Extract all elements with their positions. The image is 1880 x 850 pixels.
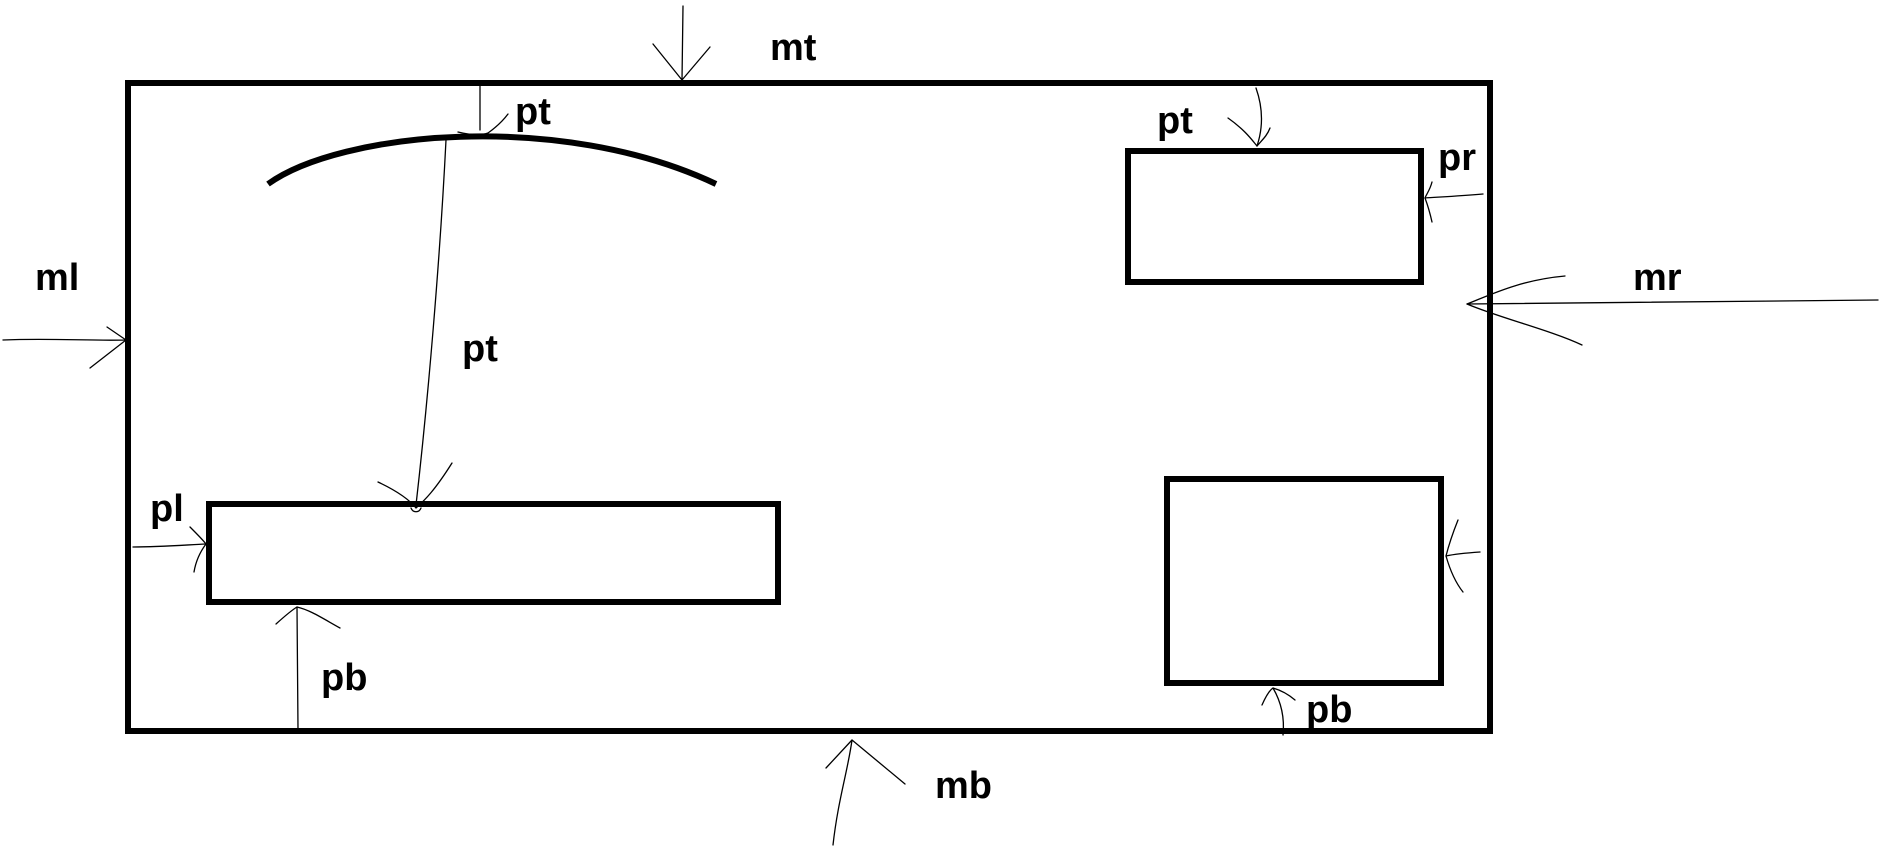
label-pl: pl (150, 488, 184, 530)
top-right-box (1125, 148, 1424, 285)
left-wide-box (206, 501, 781, 605)
bottom-right-box (1164, 476, 1444, 686)
label-mr: mr (1633, 257, 1682, 299)
mr-arrow (1466, 275, 1879, 346)
mb-arrow (825, 739, 906, 846)
label-pt-arc: pt (515, 91, 551, 133)
label-mt: mt (770, 27, 817, 69)
label-pr: pr (1438, 137, 1476, 179)
pr-bottom-box-arrow (1445, 519, 1481, 593)
pb-right-arrow (1261, 687, 1296, 736)
pt-vertical-arrow (377, 139, 453, 513)
pb-left-arrow (275, 606, 341, 730)
heading-arc (266, 133, 718, 187)
ml-arrow (2, 326, 127, 369)
label-ml: ml (35, 257, 79, 299)
label-pb-right: pb (1306, 689, 1352, 731)
label-pt-box: pt (1157, 100, 1193, 142)
label-mb: mb (935, 765, 992, 807)
pt-box-arrow (1227, 87, 1271, 147)
mt-arrow (652, 5, 711, 81)
label-pt-vertical: pt (462, 328, 498, 370)
label-pb-left: pb (321, 657, 367, 699)
pt-arc-arrow (457, 84, 509, 136)
outer-container-box (125, 80, 1493, 734)
pl-arrow (132, 526, 207, 573)
pr-arrow (1424, 181, 1484, 223)
